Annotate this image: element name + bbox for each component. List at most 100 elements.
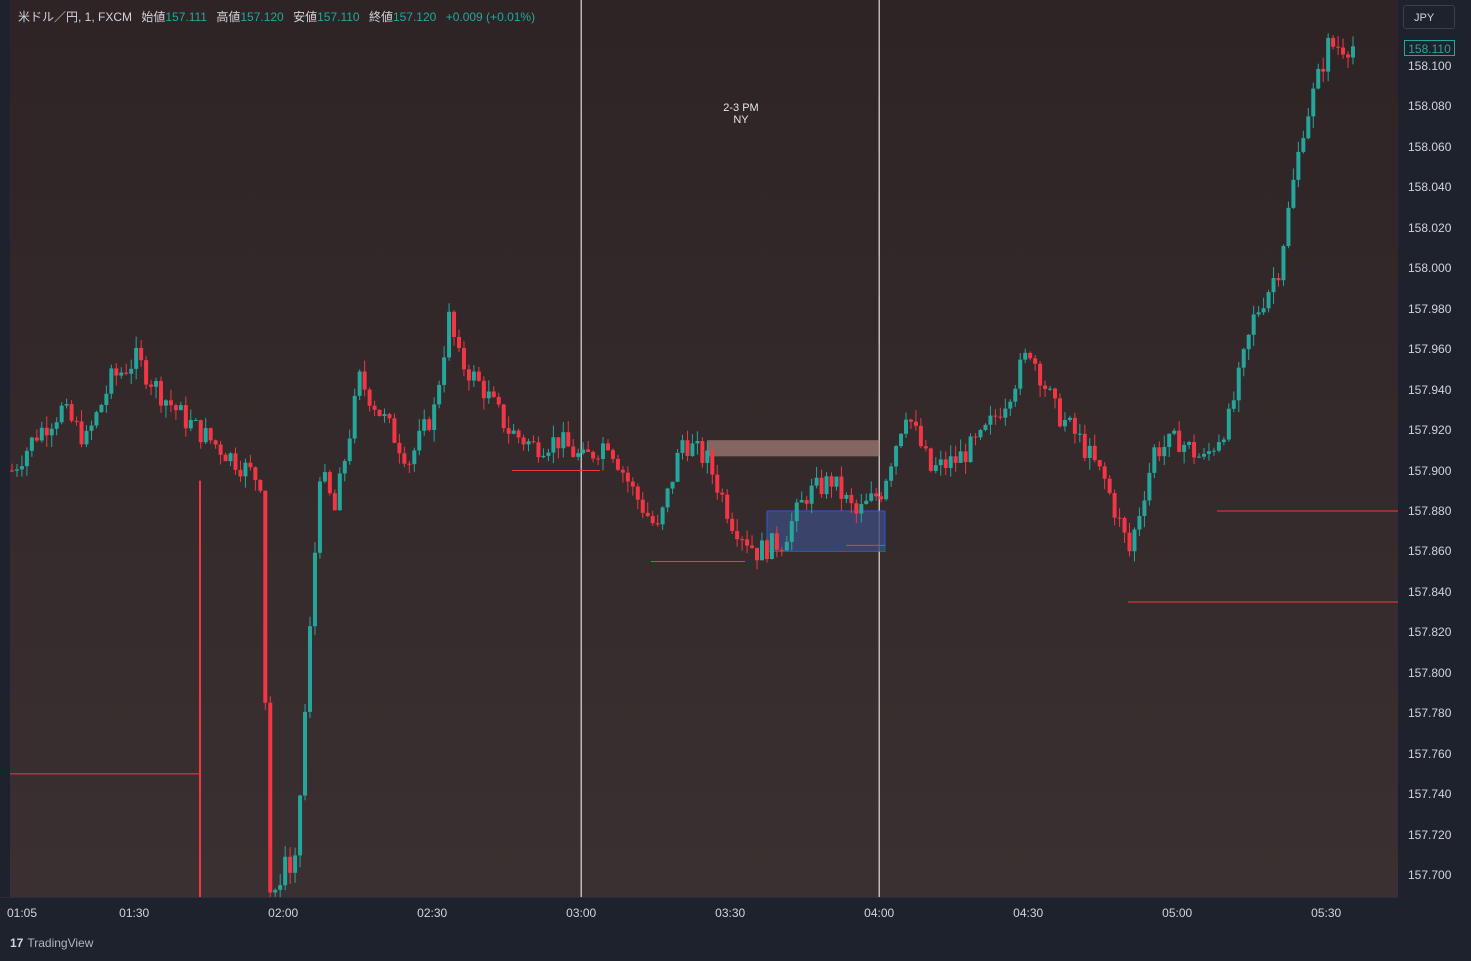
open-value: 157.111 — [165, 10, 207, 24]
candle-body — [844, 494, 849, 499]
candle-body — [541, 455, 546, 458]
candle-body — [516, 430, 521, 438]
candle-body — [308, 626, 312, 712]
candle-body — [168, 400, 173, 406]
candle-body — [1107, 478, 1112, 494]
candle-body — [481, 380, 486, 399]
candle-body — [342, 461, 347, 474]
price-tick: 157.860 — [1408, 544, 1452, 559]
tradingview-logo[interactable]: 17 TradingView — [10, 936, 93, 950]
candlestick-chart[interactable] — [10, 0, 1398, 897]
candle-body — [24, 450, 29, 467]
candle-body — [1147, 472, 1152, 501]
candle-body — [1206, 451, 1211, 454]
candle-body — [849, 494, 854, 504]
candle-body — [54, 422, 59, 429]
price-tick: 157.980 — [1408, 301, 1452, 316]
time-tick: 04:00 — [864, 906, 895, 920]
tradingview-logo-icon: 17 — [10, 936, 24, 950]
candle-body — [1033, 358, 1038, 364]
candle-body — [372, 405, 377, 410]
candle-body — [884, 480, 889, 500]
candle-body — [854, 503, 859, 514]
change-value: +0.009 (+0.01%) — [445, 10, 536, 24]
candle-body — [79, 421, 84, 445]
candle-body — [566, 432, 571, 447]
candle-body — [144, 360, 149, 385]
candle-body — [685, 440, 690, 456]
candle-body — [29, 437, 34, 451]
candle-body — [1261, 308, 1266, 313]
candle-body — [834, 476, 839, 487]
candle-body — [804, 500, 809, 504]
candle-body — [1062, 420, 1067, 427]
candle-body — [730, 518, 735, 532]
candle-body — [933, 465, 938, 471]
candle-body — [496, 396, 501, 405]
candle-body — [1192, 442, 1197, 458]
price-tick: 157.800 — [1408, 665, 1452, 680]
candle-body — [1231, 400, 1236, 409]
candle-body — [715, 474, 720, 493]
candle-body — [1157, 447, 1162, 457]
candle-body — [1057, 398, 1062, 427]
candle-body — [918, 425, 923, 447]
candle-body — [327, 472, 332, 494]
candle-body — [218, 444, 223, 455]
candle-body — [357, 371, 362, 396]
candle-body — [536, 442, 541, 458]
currency-button[interactable]: JPY — [1403, 5, 1455, 29]
candle-body — [203, 428, 208, 443]
candle-body — [576, 453, 581, 457]
candle-body — [1008, 401, 1013, 409]
candle-body — [824, 476, 829, 495]
candle-body — [312, 552, 317, 627]
candle-body — [839, 476, 844, 499]
candle-body — [1077, 433, 1082, 435]
time-tick: 05:30 — [1311, 906, 1342, 920]
candle-body — [382, 414, 387, 416]
candle-body — [392, 418, 397, 443]
candle-body — [581, 449, 586, 454]
candle-body — [923, 446, 928, 449]
candle-body — [149, 384, 154, 387]
candle-body — [427, 419, 432, 430]
price-tick: 157.720 — [1408, 827, 1452, 842]
candle-body — [243, 462, 248, 477]
candle-body — [1053, 388, 1057, 399]
candle-body — [1137, 515, 1142, 530]
candle-body — [1197, 456, 1202, 458]
time-axis[interactable]: 01:05 01:30 02:00 02:30 03:00 03:30 04:00 04:30… — [0, 897, 1398, 928]
candle-body — [1122, 518, 1127, 533]
low-label: 安値 — [293, 10, 318, 24]
candle-body — [1003, 408, 1008, 418]
candle-body — [347, 438, 352, 462]
candle-body — [437, 384, 442, 405]
candle-body — [119, 372, 124, 376]
candle-body — [521, 437, 526, 445]
open-label: 始値 — [141, 10, 166, 24]
candle-body — [1152, 447, 1157, 473]
candle-body — [476, 371, 481, 381]
candle-body — [725, 494, 730, 519]
candle-body — [963, 451, 968, 463]
candle-body — [1271, 278, 1276, 293]
candle-body — [159, 381, 163, 406]
candle-body — [1311, 88, 1316, 117]
symbol-name[interactable]: 米ドル／円, 1, FXCM — [18, 10, 133, 24]
candle-body — [1072, 417, 1077, 434]
price-tick: 158.040 — [1408, 180, 1452, 195]
candle-body — [635, 486, 640, 500]
price-tick: 158.020 — [1408, 220, 1452, 235]
chart-area[interactable]: 米ドル／円, 1, FXCM 始値157.111 高値157.120 安値157… — [10, 0, 1398, 897]
candle-body — [39, 427, 44, 441]
candle-body — [1082, 433, 1087, 459]
candle-body — [789, 521, 794, 542]
candle-body — [1306, 116, 1311, 139]
candle-body — [273, 889, 278, 893]
price-tick: 158.100 — [1408, 59, 1452, 73]
price-axis[interactable]: 158.100 158.080 158.060 158.040 158.020 158.0… — [1398, 0, 1471, 897]
candle-body — [283, 856, 288, 886]
candle-body — [124, 372, 129, 374]
candle-body — [417, 430, 422, 451]
